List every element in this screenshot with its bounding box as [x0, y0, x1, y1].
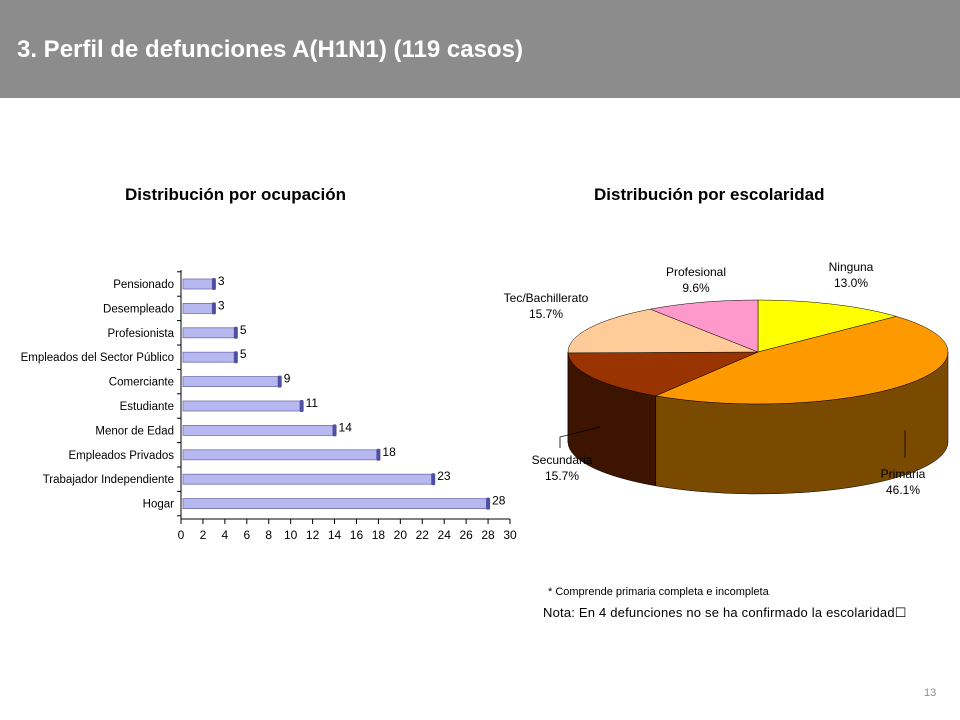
- bar-cap: [486, 497, 491, 510]
- category-label: Empleados Privados: [69, 450, 175, 462]
- pie-slice: [757, 299, 898, 353]
- x-tick-label: 30: [503, 528, 517, 542]
- x-tick-label: 24: [438, 528, 452, 542]
- x-tick-label: 8: [265, 528, 272, 542]
- pie-slice-percent: 46.1%: [886, 483, 920, 497]
- schooling-note: Nota: En 4 defunciones no se ha confirma…: [543, 605, 907, 621]
- category-label: Pensionado: [113, 279, 174, 291]
- page-title: 3. Perfil de defunciones A(H1N1) (119 ca…: [17, 36, 523, 63]
- bar-cap: [376, 448, 381, 461]
- bar-value-label: 11: [306, 396, 319, 410]
- x-tick-label: 6: [243, 528, 250, 542]
- bar-value-label: 18: [382, 445, 396, 459]
- category-label: Estudiante: [120, 401, 174, 413]
- pie-slice: [649, 299, 759, 353]
- category-label: Profesionista: [108, 328, 175, 340]
- pie-slice: [567, 308, 759, 354]
- pie-slice-percent: 15.7%: [545, 469, 579, 483]
- bar-cap: [211, 302, 216, 315]
- footnote: * Comprende primaria completa e incomple…: [548, 586, 769, 598]
- bar-value-label: 5: [240, 323, 247, 337]
- schooling-note-text: Nota: En 4 defunciones no se ha confirma…: [543, 605, 895, 620]
- pie-chart-schooling: Ninguna 13.0% Primaria 46.1% Secundaria 15.7%…: [504, 260, 949, 497]
- bar-cap: [431, 473, 436, 486]
- bar-cap: [332, 424, 337, 437]
- x-tick-label: 4: [222, 528, 229, 542]
- pie-slice-percent: 9.6%: [682, 281, 710, 295]
- category-label: Menor de Edad: [95, 425, 174, 437]
- pie-slice-percent: 13.0%: [834, 276, 868, 290]
- pie-slice-percent: 15.7%: [529, 307, 563, 321]
- bar-value-label: 9: [284, 372, 291, 386]
- pie-slice-label: Secundaria: [532, 453, 593, 467]
- category-label: Desempleado: [103, 303, 174, 315]
- x-tick-label: 22: [416, 528, 430, 542]
- bar-cap: [277, 375, 282, 388]
- bar-chart-title: Distribución por ocupación: [125, 185, 347, 204]
- bar-value-label: 23: [437, 469, 451, 483]
- x-tick-label: 16: [350, 528, 364, 542]
- bar-cap: [211, 278, 216, 290]
- bar-cap: [233, 326, 238, 339]
- bar-value-label: 3: [218, 298, 225, 312]
- category-label: Trabajador Independiente: [43, 474, 174, 486]
- category-label: Empleados del Sector Público: [21, 352, 174, 364]
- bar-value-label: 14: [339, 420, 353, 434]
- x-tick-label: 12: [306, 528, 320, 542]
- checkbox-glyph: ☐: [894, 605, 907, 620]
- pie-slice: [567, 351, 759, 397]
- x-tick-label: 26: [459, 528, 473, 542]
- x-tick-label: 2: [200, 528, 207, 542]
- x-tick-label: 20: [394, 528, 408, 542]
- page-number: 13: [924, 687, 937, 699]
- bar-value-label: 3: [218, 274, 225, 288]
- bar-value-label: 5: [240, 347, 247, 361]
- pie-slice: [654, 316, 949, 405]
- category-label: Hogar: [143, 499, 174, 511]
- bar-cap: [233, 351, 238, 364]
- category-label: Comerciante: [109, 377, 174, 389]
- x-tick-label: 14: [328, 528, 342, 542]
- pie-slice-label: Tec/Bachillerato: [504, 291, 589, 305]
- pie-chart-title: Distribución por escolaridad: [594, 185, 825, 204]
- x-tick-label: 10: [284, 528, 298, 542]
- bar-cap: [299, 400, 304, 412]
- pie-leader-line: [559, 426, 601, 448]
- x-tick-label: 18: [372, 528, 386, 542]
- x-tick-label: 28: [481, 528, 495, 542]
- header-bar: [0, 0, 960, 98]
- bar-value-label: 28: [492, 494, 506, 508]
- pie-slice-label: Ninguna: [829, 260, 874, 274]
- pie-slice-label: Profesional: [666, 265, 726, 279]
- pie-slice-label: Primaria: [881, 467, 926, 481]
- x-tick-label: 0: [178, 528, 185, 542]
